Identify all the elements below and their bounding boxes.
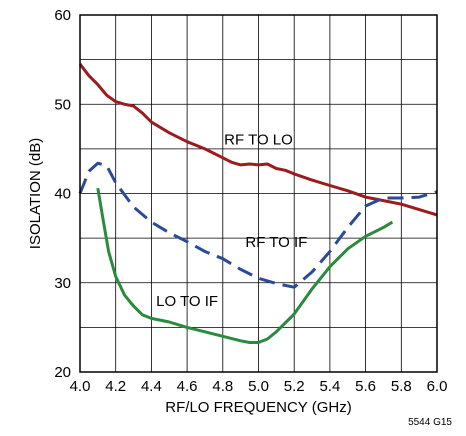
y-axis-label: ISOLATION (dB): [27, 138, 44, 249]
x-tick-label: 5.0: [248, 378, 269, 395]
series-line-lo-to-if: [96, 187, 394, 344]
y-tick-labels: 20 30 40 50 60: [54, 7, 71, 381]
x-tick-label: 5.2: [284, 378, 305, 395]
y-tick-label: 20: [54, 364, 71, 381]
annotations: RF TO LO RF TO IF LO TO IF: [156, 131, 307, 310]
plot-frame: [79, 14, 438, 373]
x-tick-label: 5.4: [319, 378, 340, 395]
y-tick-label: 40: [54, 186, 71, 203]
x-tick-label: 4.0: [70, 378, 91, 395]
series-annotation: RF TO IF: [245, 234, 307, 251]
x-tick-label: 5.6: [355, 378, 376, 395]
series-layer: [78, 63, 438, 344]
x-tick-labels: 4.0 4.2 4.4 4.6 4.8 5.0 5.2 5.4 5.6 5.8 6.0: [70, 378, 448, 395]
x-tick-label: 6.0: [427, 378, 448, 395]
x-tick-label: 4.6: [177, 378, 198, 395]
series-line-rf-to-if: [78, 161, 438, 289]
x-tick-label: 4.4: [141, 378, 162, 395]
y-tick-label: 50: [54, 96, 71, 113]
x-axis-label: RF/LO FREQUENCY (GHz): [165, 399, 351, 416]
x-tick-label: 5.8: [391, 378, 412, 395]
series-annotation: LO TO IF: [156, 293, 218, 310]
x-tick-label: 4.8: [212, 378, 233, 395]
grid-lines: [80, 15, 437, 372]
figure-id: 5544 G15: [408, 417, 452, 428]
y-tick-label: 30: [54, 275, 71, 292]
series-annotation: RF TO LO: [224, 131, 293, 148]
x-tick-label: 4.2: [105, 378, 126, 395]
y-tick-label: 60: [54, 7, 71, 24]
series-line-rf-to-lo: [78, 63, 438, 217]
